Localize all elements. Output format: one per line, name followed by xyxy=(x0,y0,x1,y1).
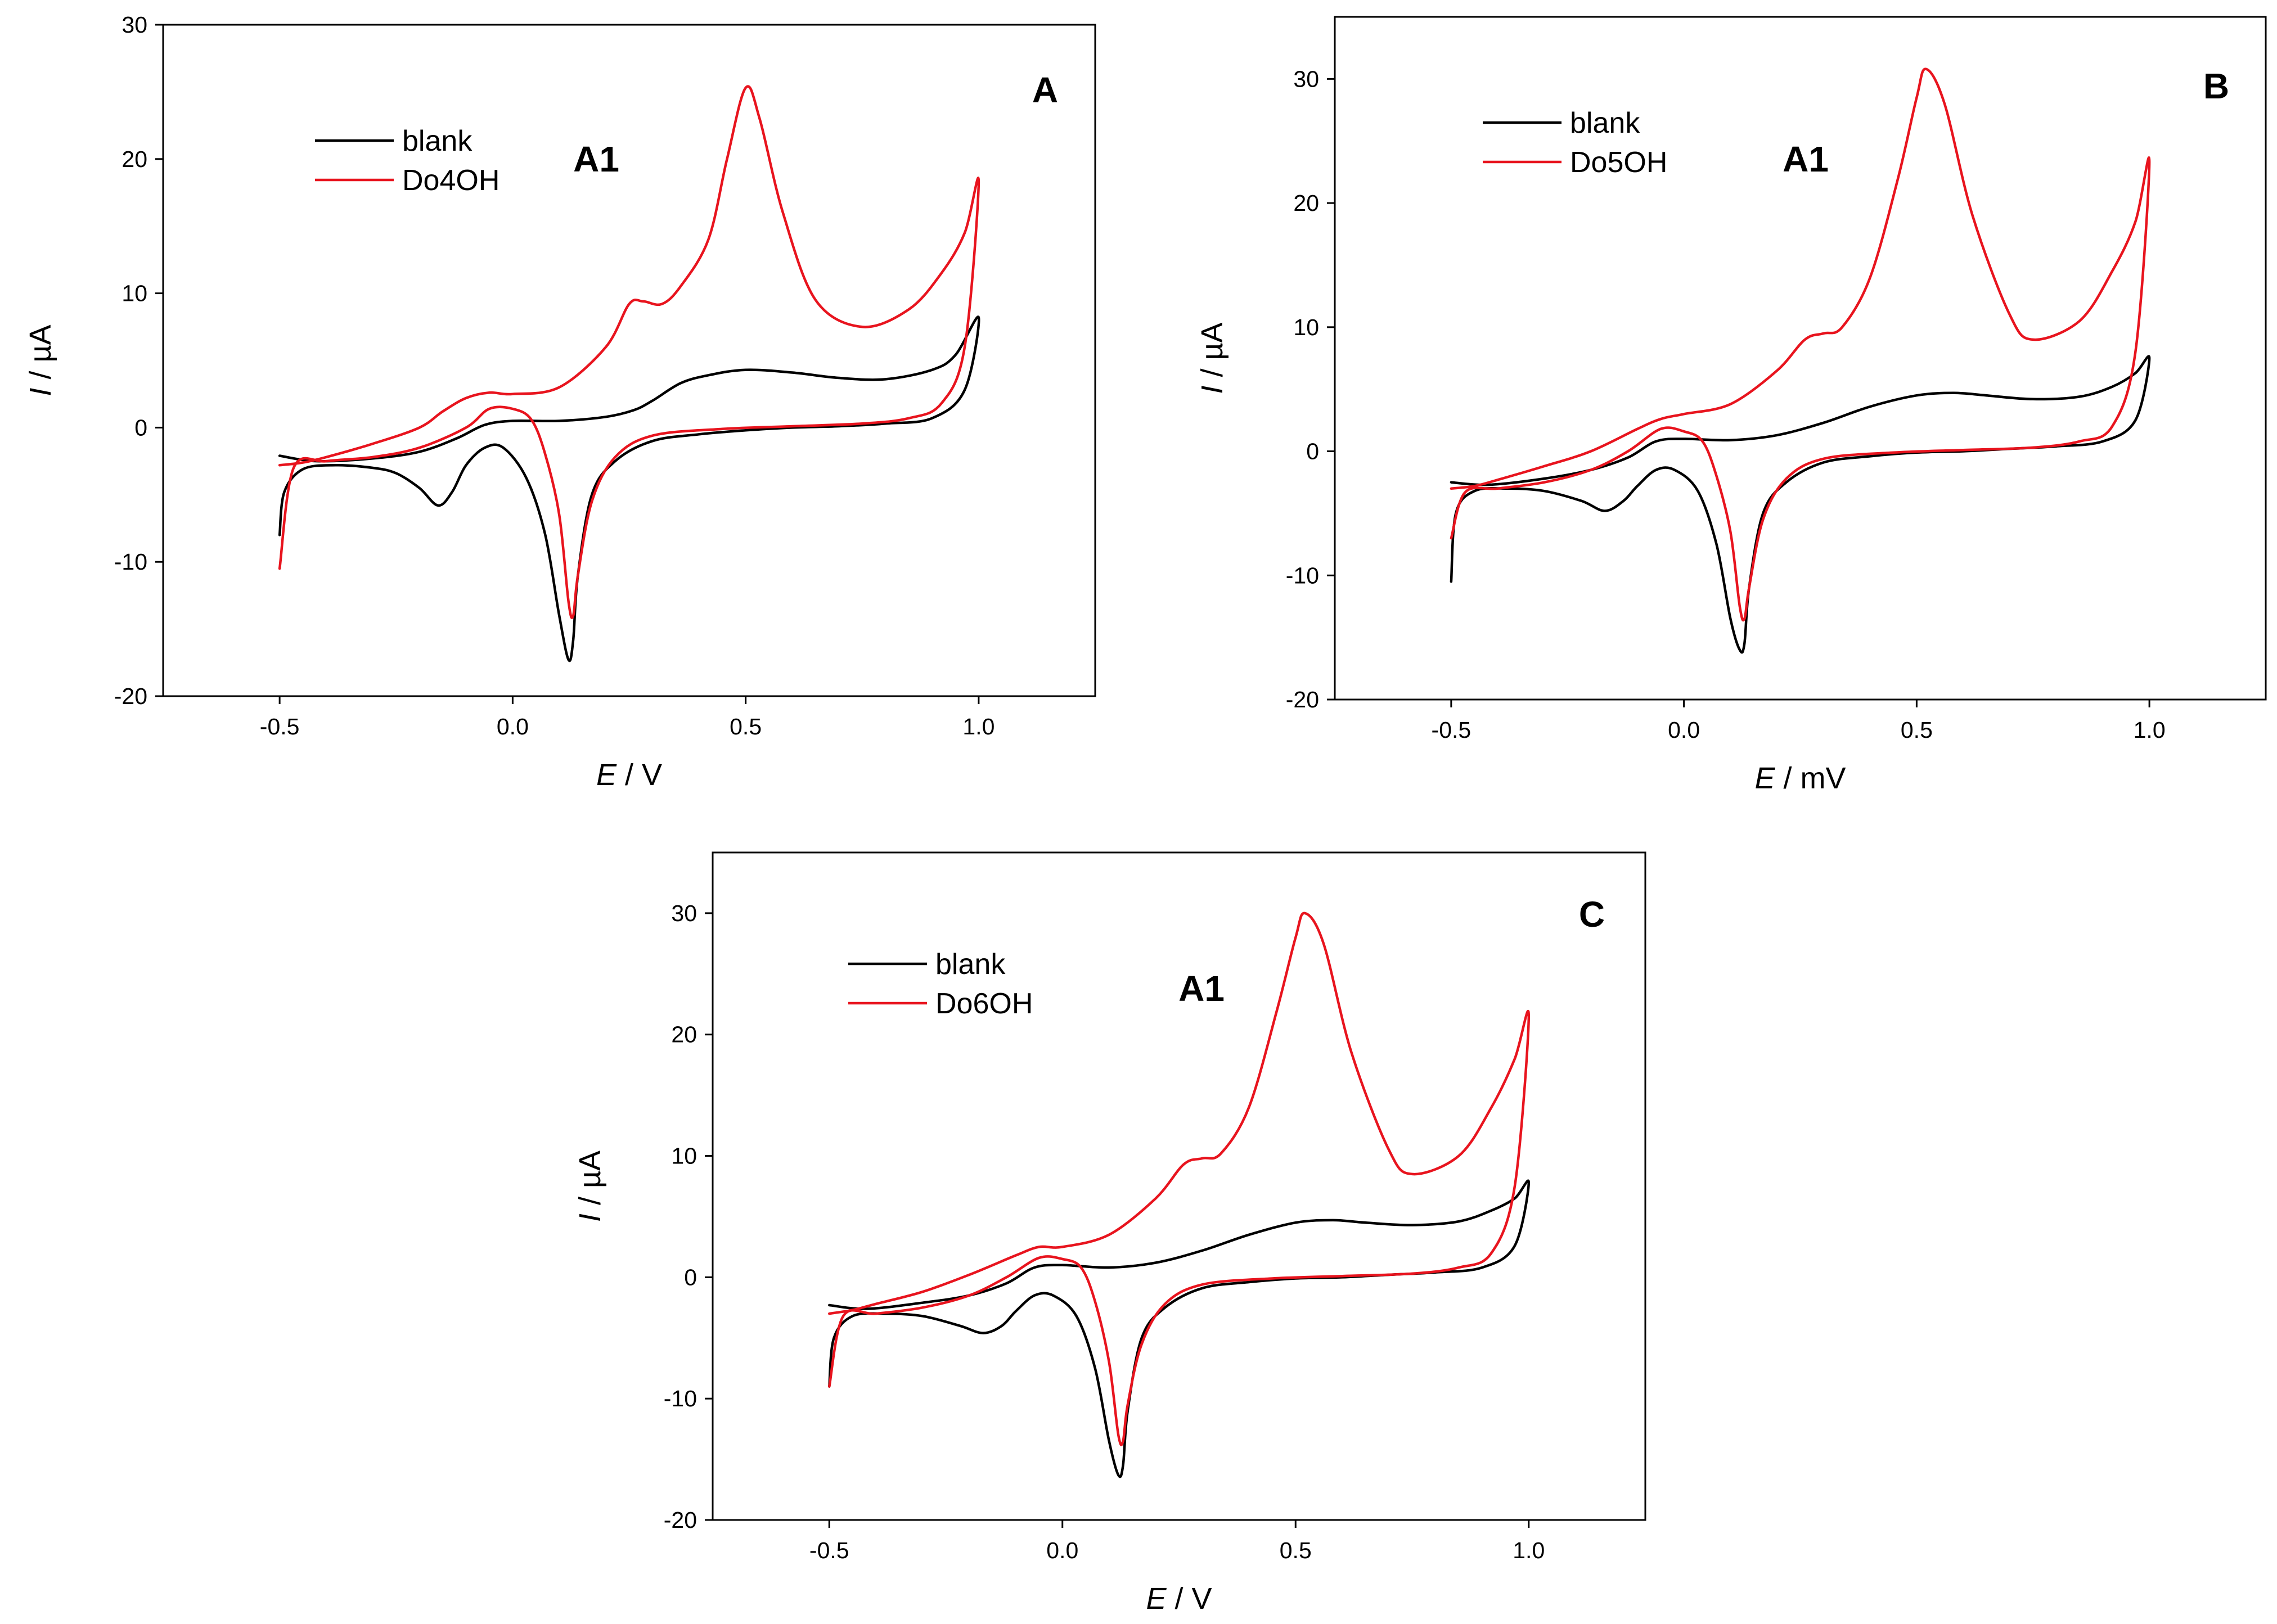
plot-frame xyxy=(712,851,1646,1521)
x-tick-label: 1.0 xyxy=(962,714,994,739)
chart-panel-a: -0.5 0.0 0.5 1.0 -20 -10 0 10 20 30 E / V I / µA bla… xyxy=(24,12,1096,792)
x-tick-label: -0.5 xyxy=(809,1537,849,1563)
chart-panel-c: -0.5 0.0 0.5 1.0 -20 -10 0 10 20 30 E / V I / µA bla… xyxy=(573,851,1646,1616)
y-tick-label: 0 xyxy=(134,414,147,440)
y-axis-label: I / µA xyxy=(24,324,57,396)
x-tick-label: 0.0 xyxy=(497,714,529,739)
x-axis-label: E / V xyxy=(1146,1582,1212,1616)
y-axis-label: I / µA xyxy=(1195,322,1229,394)
y-tick-label: -20 xyxy=(664,1507,697,1533)
annotation-a1: A1 xyxy=(573,139,619,179)
series-line-do5oh xyxy=(1450,67,2151,622)
x-tick-label: 0.5 xyxy=(1901,717,1933,743)
y-tick-label: 30 xyxy=(671,900,697,926)
y-tick-label: 0 xyxy=(1306,439,1319,464)
y-tick-label: 20 xyxy=(1293,190,1319,216)
x-tick-label: 0.5 xyxy=(1280,1537,1312,1563)
x-axis-label: E / V xyxy=(596,758,662,792)
legend-label-blank: blank xyxy=(1570,107,1640,139)
legend-label-do6oh: Do6OH xyxy=(935,987,1033,1020)
x-tick-label: 0.5 xyxy=(730,714,762,739)
series-line-do6oh xyxy=(828,912,1531,1446)
series-line-blank xyxy=(828,1179,1531,1478)
y-tick-label: 20 xyxy=(671,1022,697,1048)
y-tick-label: -10 xyxy=(1286,562,1319,588)
legend-label-blank: blank xyxy=(402,125,472,157)
legend-label-do4oh: Do4OH xyxy=(402,164,500,197)
annotation-a1: A1 xyxy=(1178,968,1225,1009)
y-tick-label: 10 xyxy=(122,281,147,306)
y-tick-label: 0 xyxy=(684,1264,697,1290)
plot-frame xyxy=(1334,16,2267,701)
series-line-blank xyxy=(1450,355,2151,654)
x-tick-label: 1.0 xyxy=(2134,717,2166,743)
y-tick-label: -20 xyxy=(114,683,147,709)
y-axis-label: I / µA xyxy=(573,1151,607,1222)
y-tick-label: 10 xyxy=(671,1143,697,1169)
legend-label-do5oh: Do5OH xyxy=(1570,146,1667,179)
y-tick-label: -10 xyxy=(664,1386,697,1411)
x-tick-label: 0.0 xyxy=(1668,717,1700,743)
y-tick-label: 30 xyxy=(1293,66,1319,92)
y-tick-label: 10 xyxy=(1293,314,1319,340)
y-tick-label: -20 xyxy=(1286,687,1319,712)
x-tick-label: -0.5 xyxy=(1432,717,1472,743)
y-tick-label: 20 xyxy=(122,146,147,172)
y-tick-label: 30 xyxy=(122,12,147,38)
chart-panel-b: -0.5 0.0 0.5 1.0 -20 -10 0 10 20 30 E / mV I / µA bl… xyxy=(1195,16,2267,795)
x-tick-label: -0.5 xyxy=(260,714,300,739)
x-axis-label: E / mV xyxy=(1754,761,1846,795)
series-line-do4oh xyxy=(278,85,980,619)
annotation-a1: A1 xyxy=(1783,139,1829,179)
panel-letter: C xyxy=(1579,894,1605,935)
x-tick-label: 1.0 xyxy=(1513,1537,1545,1563)
panel-letter: B xyxy=(2203,66,2229,106)
panel-letter: A xyxy=(1032,70,1058,110)
series-line-blank xyxy=(278,315,980,662)
legend-label-blank: blank xyxy=(935,948,1006,981)
x-tick-label: 0.0 xyxy=(1046,1537,1078,1563)
plot-frame xyxy=(162,24,1096,697)
y-tick-label: -10 xyxy=(114,549,147,575)
